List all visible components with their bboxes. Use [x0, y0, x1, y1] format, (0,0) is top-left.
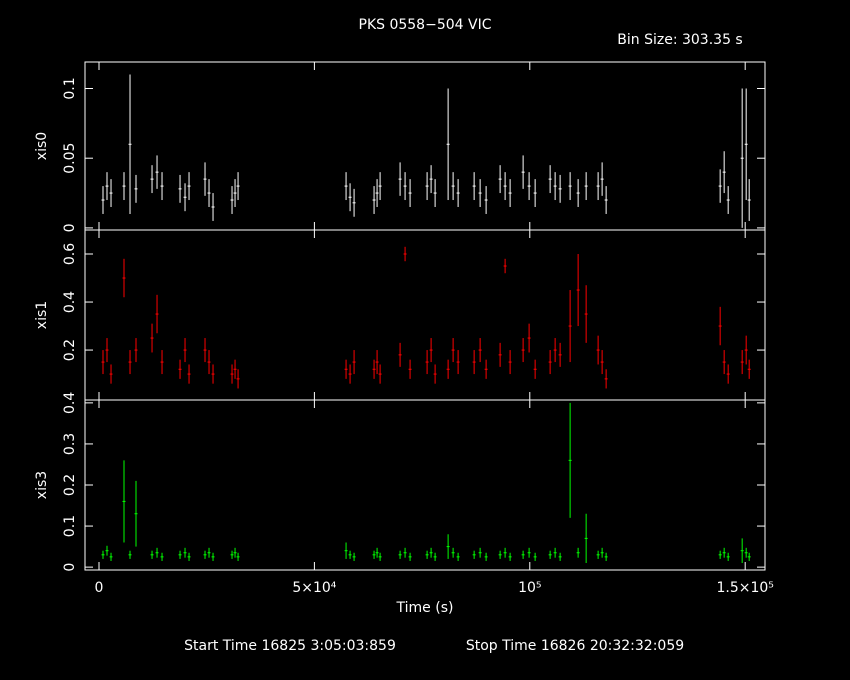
- y-tick-label: 0.1: [62, 515, 78, 537]
- panel-frame: [84, 229, 766, 401]
- y-axis-label: xis0: [34, 132, 50, 160]
- y-tick-label: 0.1: [62, 77, 78, 99]
- stop-time: Stop Time 16826 20:32:32:059: [466, 638, 684, 654]
- x-tick-label: 10⁵: [518, 580, 541, 596]
- y-tick-label: 0.4: [62, 392, 78, 414]
- y-tick-label: 0: [62, 563, 78, 572]
- x-axis-label: Time (s): [396, 600, 454, 616]
- y-tick-label: 0.05: [62, 143, 78, 174]
- y-tick-label: 0: [62, 223, 78, 232]
- chart-title: PKS 0558−504 VIC: [359, 17, 492, 33]
- y-axis-label: xis3: [34, 471, 50, 499]
- bin-size: Bin Size: 303.35 s: [617, 32, 742, 48]
- y-tick-label: 0.4: [62, 291, 78, 313]
- x-tick-label: 5×10⁴: [292, 580, 336, 596]
- y-tick-label: 0.2: [62, 474, 78, 496]
- x-tick-label: 1.5×10⁵: [716, 580, 773, 596]
- y-axis-label: xis1: [34, 301, 50, 329]
- start-time: Start Time 16825 3:05:03:859: [184, 638, 396, 654]
- y-tick-label: 0.6: [62, 243, 78, 265]
- y-tick-label: 0.3: [62, 433, 78, 455]
- panel-frame: [84, 399, 766, 571]
- panel-frame: [84, 61, 766, 231]
- x-tick-label: 0: [95, 580, 104, 596]
- y-tick-label: 0.2: [62, 339, 78, 361]
